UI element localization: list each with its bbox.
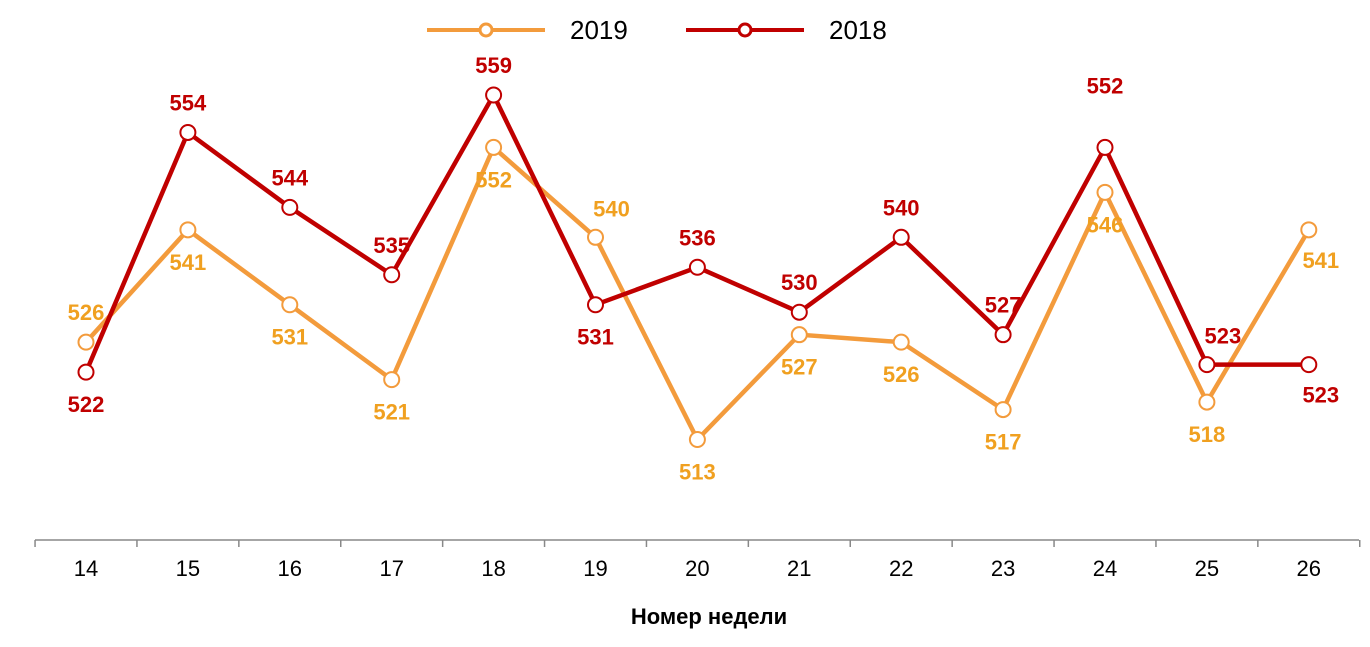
data-point xyxy=(587,296,604,314)
data-label: 535 xyxy=(373,233,410,258)
data-label: 530 xyxy=(781,270,818,295)
data-point xyxy=(281,198,299,216)
x-tick-label: 21 xyxy=(787,556,811,581)
data-point xyxy=(587,228,604,246)
data-point xyxy=(994,401,1012,419)
data-point xyxy=(790,326,808,344)
series-2018: 522 554 544 535 559 531 536 530 540 527 552 523 523 xyxy=(68,53,1340,417)
data-point xyxy=(383,371,401,389)
data-point xyxy=(383,266,401,284)
data-label: 552 xyxy=(475,167,512,192)
x-tick-label: 17 xyxy=(379,556,403,581)
data-label: 531 xyxy=(577,325,614,350)
data-label: 540 xyxy=(593,196,630,221)
x-tick-label: 16 xyxy=(278,556,302,581)
data-label: 554 xyxy=(170,90,207,115)
data-point xyxy=(1300,356,1318,374)
series-2019: 526 541 531 521 552 540 513 527 526 517 546 518 541 xyxy=(68,138,1339,485)
legend-label-2018: 2018 xyxy=(829,15,887,45)
data-label: 513 xyxy=(679,460,716,485)
data-label: 546 xyxy=(1087,212,1124,237)
data-label: 522 xyxy=(68,392,105,417)
data-point xyxy=(1096,138,1114,156)
data-label: 541 xyxy=(1302,248,1339,273)
data-point xyxy=(281,296,299,314)
x-tick-label: 26 xyxy=(1297,556,1321,581)
data-point xyxy=(179,123,197,141)
data-label: 527 xyxy=(985,293,1022,318)
data-label: 523 xyxy=(1302,383,1339,408)
data-point xyxy=(179,221,197,239)
data-label: 518 xyxy=(1189,422,1226,447)
legend-marker-2019 xyxy=(478,22,494,38)
x-tick-label: 20 xyxy=(685,556,709,581)
data-point xyxy=(892,333,910,351)
data-label: 531 xyxy=(271,325,308,350)
data-point xyxy=(1096,183,1114,201)
data-point xyxy=(994,326,1012,344)
legend: 2019 2018 xyxy=(427,15,887,45)
x-tick-label: 24 xyxy=(1093,556,1117,581)
x-tick-label: 25 xyxy=(1195,556,1219,581)
data-label: 544 xyxy=(271,165,308,190)
data-label: 526 xyxy=(883,362,920,387)
data-point xyxy=(485,138,503,156)
data-label: 559 xyxy=(475,53,512,78)
x-tick-label: 23 xyxy=(991,556,1015,581)
data-label: 527 xyxy=(781,355,818,380)
data-point xyxy=(790,303,808,321)
x-tick-label: 22 xyxy=(889,556,913,581)
data-point xyxy=(688,431,706,449)
data-point xyxy=(1300,221,1318,239)
data-point xyxy=(1198,393,1216,411)
x-axis: 14 15 16 17 18 19 20 21 22 23 24 25 26 xyxy=(34,539,1361,581)
data-label: 526 xyxy=(68,300,105,325)
data-label: 552 xyxy=(1087,73,1124,98)
legend-label-2019: 2019 xyxy=(570,15,628,45)
x-tick-label: 19 xyxy=(583,556,607,581)
data-label: 523 xyxy=(1205,324,1242,349)
x-tick-label: 15 xyxy=(176,556,200,581)
legend-marker-2018 xyxy=(737,22,753,38)
data-label: 536 xyxy=(679,225,716,250)
data-label: 540 xyxy=(883,195,920,220)
data-point xyxy=(892,228,910,246)
x-tick-label: 18 xyxy=(481,556,505,581)
x-axis-title: Номер недели xyxy=(631,604,787,629)
data-point xyxy=(485,86,503,104)
data-label: 541 xyxy=(170,250,207,275)
x-tick-label: 14 xyxy=(74,556,98,581)
data-label: 517 xyxy=(985,430,1022,455)
data-point xyxy=(1198,356,1216,374)
data-point xyxy=(688,258,706,276)
data-label: 521 xyxy=(373,400,410,425)
data-point xyxy=(77,333,95,351)
data-point xyxy=(77,363,95,381)
